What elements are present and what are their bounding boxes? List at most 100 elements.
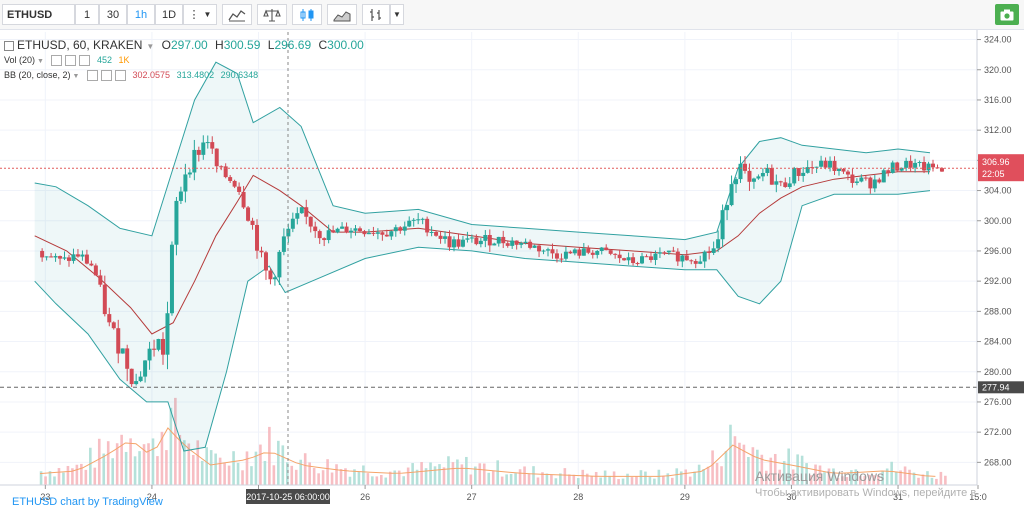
candle-body (259, 250, 264, 253)
close-icon[interactable] (79, 55, 91, 67)
symbol-search-input[interactable]: ETHUSD (2, 4, 75, 25)
volume-bar (156, 456, 159, 485)
volume-bar (232, 451, 235, 485)
price-tick-label: 320.00 (984, 65, 1012, 75)
price-tick-label: 268.00 (984, 457, 1012, 467)
low-value: 296.69 (274, 38, 312, 52)
high-label: H (215, 38, 224, 52)
volume-bar (814, 464, 817, 485)
volume-bar (536, 477, 540, 485)
candle-body (756, 176, 761, 179)
snapshot-button[interactable] (995, 4, 1019, 25)
candle-body (384, 234, 389, 237)
eye-icon[interactable] (86, 70, 98, 82)
candle-body (102, 284, 107, 315)
interval-1-button[interactable]: 1 (75, 4, 99, 25)
candle-body (546, 249, 551, 251)
candle-body (398, 227, 403, 231)
volume-bar (384, 477, 388, 485)
volume-label: Vol (20) (4, 55, 36, 65)
candle-body (49, 256, 54, 258)
chevron-down-icon[interactable]: ▼ (146, 42, 155, 51)
candle-body (80, 254, 85, 257)
more-intervals-button[interactable]: ⋮ ▼ (183, 4, 217, 25)
volume-value: 452 (97, 55, 113, 65)
eye-icon[interactable] (51, 55, 63, 67)
candle-body (742, 163, 747, 171)
bars-style-button[interactable] (362, 4, 390, 25)
close-icon[interactable] (114, 70, 126, 82)
volume-bar (129, 438, 132, 485)
candle-body (389, 231, 394, 237)
candle-body (716, 239, 721, 249)
volume-bar (474, 466, 477, 485)
volume-bar (608, 475, 611, 485)
chart-area[interactable]: 268.00 272.00 276.00 280.00 284.00 288.00 292.… (0, 30, 1024, 508)
low-label: L (267, 38, 275, 52)
candle-body (156, 338, 161, 350)
volume-bar (585, 473, 589, 485)
candle-body (281, 236, 286, 252)
chevron-down-icon[interactable]: ▼ (72, 73, 80, 80)
area-style-button[interactable] (327, 4, 357, 25)
volume-bar (200, 460, 204, 485)
candle-body (702, 251, 707, 262)
volume-bar (393, 470, 397, 485)
candle-body (331, 230, 336, 233)
candle-body (268, 270, 273, 280)
candle-body (496, 236, 501, 244)
chart-canvas[interactable]: 268.00 272.00 276.00 280.00 284.00 288.00 292.… (0, 30, 1024, 508)
bars-icon (370, 8, 381, 21)
volume-bar (836, 478, 840, 485)
volume-bar (259, 444, 262, 485)
settings-icon[interactable] (100, 70, 112, 82)
volume-bar (451, 462, 455, 485)
interval-1h-button[interactable]: 1h (127, 4, 155, 25)
settings-icon[interactable] (65, 55, 77, 67)
volume-bar (644, 471, 647, 485)
interval-1d-button[interactable]: 1D (155, 4, 183, 25)
volume-bar (371, 476, 374, 485)
candle-body (586, 248, 591, 253)
volume-bar (388, 471, 392, 485)
style-dropdown-button[interactable]: ▼ (390, 4, 404, 25)
volume-bar (415, 469, 419, 485)
volume-bar (617, 479, 620, 485)
time-tick-label: 26 (360, 492, 370, 502)
collapse-legend-icon[interactable] (4, 40, 14, 51)
indicators-button[interactable] (222, 4, 252, 25)
candle-body (434, 231, 439, 236)
compare-button[interactable] (257, 4, 287, 25)
price-tick-label: 292.00 (984, 276, 1012, 286)
scales-icon (263, 8, 281, 22)
volume-ma-line (39, 427, 936, 477)
chevron-down-icon[interactable]: ▼ (37, 58, 44, 65)
candle-body (684, 255, 689, 261)
candle-body (622, 258, 627, 261)
interval-30-button[interactable]: 30 (99, 4, 127, 25)
main-legend: ETHUSD, 60, KRAKEN ▼ O297.00 H300.59 L296… (4, 38, 364, 52)
volume-bar (48, 471, 52, 485)
volume-bar (281, 445, 285, 485)
volume-bar (760, 454, 764, 485)
tradingview-watermark[interactable]: ETHUSD chart by TradingView (12, 496, 163, 508)
time-tick-label: 29 (680, 492, 690, 502)
time-tick-label: 27 (467, 492, 477, 502)
volume-ma-value: 1K (118, 55, 130, 65)
volume-bar (930, 477, 934, 485)
candle-body (143, 360, 148, 377)
candle-body (886, 170, 891, 173)
candle-body (537, 245, 542, 252)
candle-body (514, 240, 519, 245)
candle-body (402, 226, 407, 231)
candle-body (908, 160, 913, 168)
candle-body (599, 247, 604, 251)
candles-style-button[interactable] (292, 4, 322, 25)
volume-bar (353, 469, 356, 485)
time-tick-label: 24 (147, 492, 157, 502)
volume-bar (147, 443, 150, 485)
volume-bar (796, 454, 799, 485)
volume-bar (742, 444, 746, 485)
candle-body (205, 142, 210, 144)
volume-bar (778, 469, 782, 485)
